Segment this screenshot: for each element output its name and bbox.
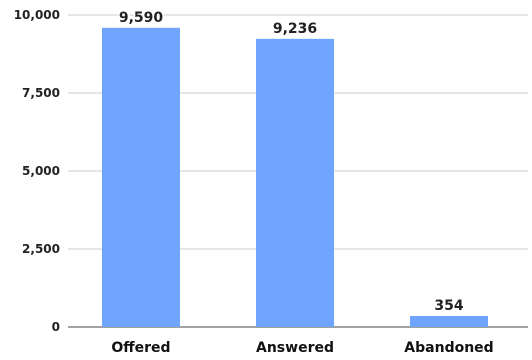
x-axis-category-labels: Offered Answered Abandoned [111,340,493,356]
y-tick-label: 7,500 [22,86,60,100]
y-tick-label: 5,000 [22,164,60,178]
bar-offered [102,27,180,328]
y-tick-label: 10,000 [14,8,60,22]
category-label: Answered [256,340,334,356]
bar-abandoned [410,315,488,327]
category-label: Offered [111,340,170,356]
data-label: 9,236 [273,21,317,37]
data-label: 9,590 [119,10,164,26]
bar-answered [256,38,334,328]
y-axis-tick-labels: 0 2,500 5,000 7,500 10,000 [14,8,60,334]
y-tick-label: 2,500 [22,242,60,256]
data-labels: 9,590 9,236 354 [117,8,465,315]
y-tick-label: 0 [52,320,60,334]
bars [102,27,488,328]
data-label: 354 [434,298,463,314]
category-label: Abandoned [404,340,493,356]
